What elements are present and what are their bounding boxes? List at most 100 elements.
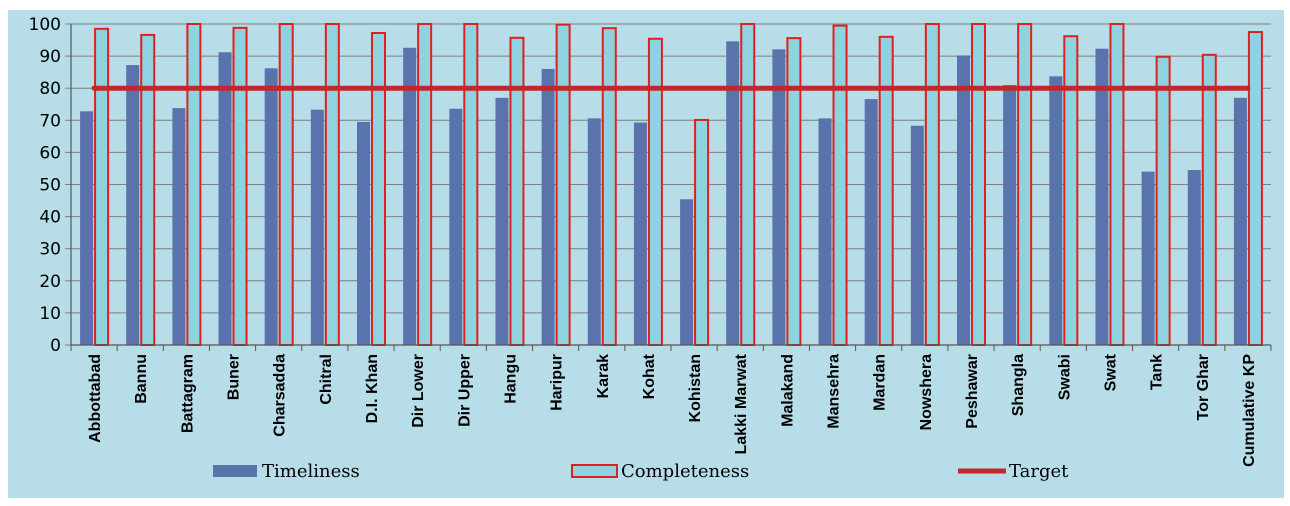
x-tick-label: Karak [595,354,612,399]
chart-svg: 0 10 20 30 40 50 60 70 80 90 100 Abbottabad Bannu Ba… [29,15,1272,482]
y-tick-label: 0 [50,336,61,356]
x-tick-label: Kohistan [687,354,704,422]
bar-completeness [463,23,479,346]
x-tick-label: Nowshera [918,354,935,431]
legend-swatch-timeliness [213,465,257,477]
y-tick-label: 20 [39,272,61,292]
bar-timeliness [818,118,832,346]
y-tick-label: 100 [29,15,61,35]
bar-completeness [647,37,663,347]
bar-timeliness [957,55,970,345]
x-tick-label: Tor Ghar [1195,354,1212,420]
bar-timeliness [864,99,878,345]
bar-timeliness [633,122,647,345]
x-tick-label: Swat [1102,353,1119,391]
bar-completeness [417,23,433,346]
axes [70,24,1272,351]
bar-timeliness [403,47,417,346]
x-tick-label: Dir Upper [456,354,473,427]
x-tick-label: Peshawar [964,354,981,429]
bar-timeliness [541,68,555,345]
bar-timeliness [264,68,278,345]
bar-completeness [878,35,894,347]
bar-timeliness [357,121,370,345]
bar-completeness [324,23,340,346]
bar-timeliness [80,111,94,345]
legend-label-target: Target [1009,461,1069,482]
x-tick-label: Lakki Marwat [733,353,750,454]
x-tick-label: Mardan [872,354,889,411]
x-tick-label: Buner [226,354,243,400]
y-tick-label: 90 [39,47,61,67]
bar-completeness [371,31,386,346]
legend: Timeliness Completeness Target [213,461,1069,482]
x-tick-label: Abbottabad [87,354,104,443]
bar-completeness [924,23,940,346]
bar-completeness [140,33,156,346]
bars [80,23,1263,347]
y-tick-label: 60 [39,143,61,163]
bar-timeliness [680,199,694,345]
y-tick-label: 70 [39,111,61,131]
bar-completeness [278,23,294,346]
bar-timeliness [726,41,740,346]
y-tick-label: 80 [39,79,61,99]
x-tick-label: Mansehra [826,354,843,429]
bar-completeness [509,36,525,346]
bar-completeness [186,23,202,346]
bar-timeliness [1233,97,1247,345]
x-tick-label: Haripur [549,354,566,411]
bar-completeness [94,27,110,346]
bar-completeness [1247,31,1263,347]
y-tick-label: 10 [39,304,61,324]
bar-completeness [1155,55,1171,346]
bar-timeliness [1003,84,1017,346]
bar-completeness [786,37,802,347]
legend-label-completeness: Completeness [621,461,749,482]
y-axis-ticks: 0 10 20 30 40 50 60 70 80 90 100 [29,15,71,356]
x-tick-label: Shangla [1010,354,1027,416]
bar-completeness [232,26,248,347]
legend-swatch-completeness [571,464,618,478]
bar-completeness [740,23,756,346]
bar-timeliness [449,108,463,345]
bar-timeliness [310,109,324,345]
y-tick-label: 30 [39,240,61,260]
x-tick-label: Tank [1149,354,1166,390]
bar-timeliness [1049,76,1063,345]
x-tick-label: Kohat [641,353,658,399]
bar-timeliness [1187,170,1201,345]
bar-timeliness [772,49,786,345]
bar-timeliness [495,97,509,345]
bar-timeliness [1141,171,1155,345]
bar-timeliness [910,125,924,345]
bar-completeness [694,118,710,346]
x-axis-ticks: Abbottabad Bannu Battagram Buner Charsadda Ch… [87,353,1258,467]
bar-completeness [601,27,617,346]
bar-completeness [832,24,848,346]
bar-completeness [971,23,986,346]
legend-label-timeliness: Timeliness [262,461,360,482]
chart-area: 0 10 20 30 40 50 60 70 80 90 100 Abbottabad Bannu Ba… [8,10,1284,498]
x-tick-label: Malakand [779,354,796,427]
x-tick-label: Chitral [318,354,335,405]
x-tick-label: Dir Lower [410,354,427,428]
bar-completeness [1063,35,1079,347]
x-tick-label: Cumulative KP [1241,354,1258,467]
bar-timeliness [172,108,186,346]
bar-timeliness [126,65,140,345]
bar-completeness [555,23,571,347]
bar-timeliness [1095,48,1109,345]
bar-timeliness [587,118,601,346]
bar-completeness [1109,23,1125,346]
x-tick-label: Hangu [502,354,519,404]
x-tick-label: D.I. Khan [364,354,381,423]
x-tick-label: Swabi [1056,354,1073,400]
bar-timeliness [218,52,232,346]
x-tick-label: Battagram [179,354,196,433]
y-tick-label: 50 [39,176,61,196]
x-tick-label: Charsadda [272,354,289,437]
bar-completeness [1017,23,1033,346]
x-tick-label: Bannu [133,354,150,404]
y-tick-label: 40 [39,208,61,228]
